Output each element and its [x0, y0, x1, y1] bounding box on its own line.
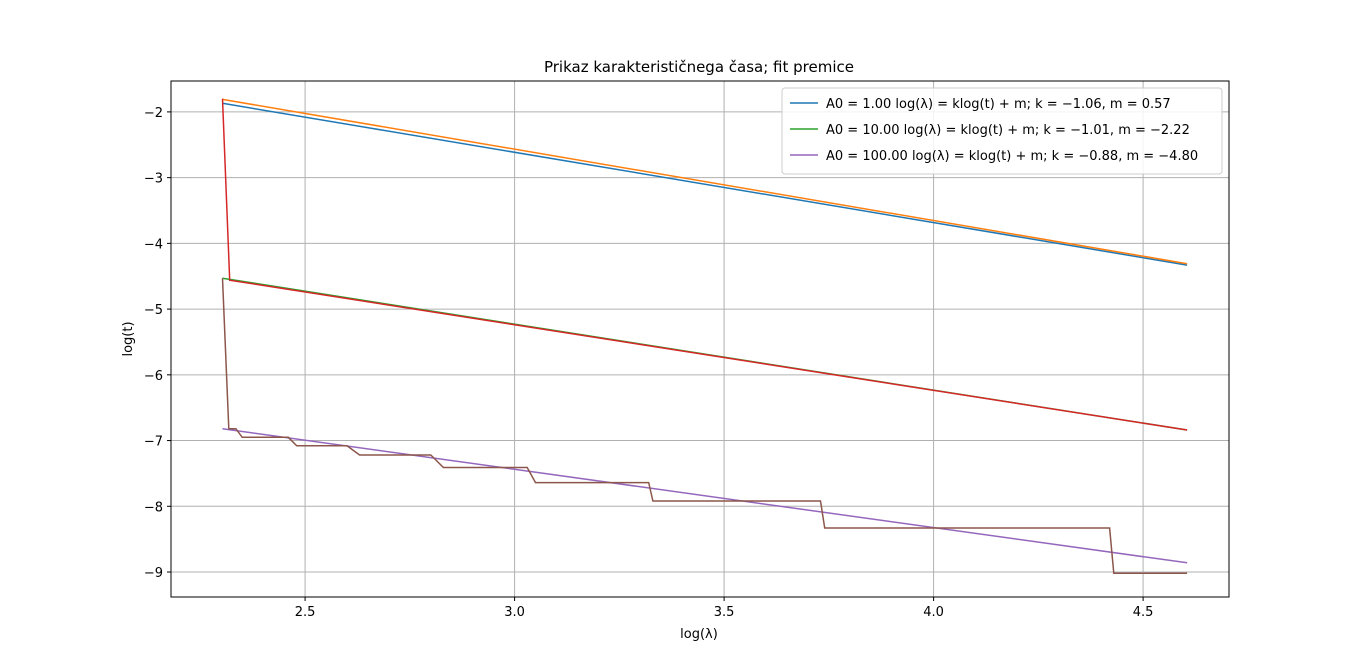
y-tick-label: −8	[144, 500, 163, 515]
y-tick-label: −3	[144, 172, 163, 187]
legend-entry: A0 = 1.00 log(λ) = klog(t) + m; k = −1.0…	[826, 97, 1171, 112]
x-tick-label: 3.5	[714, 605, 735, 620]
grid	[171, 81, 1229, 597]
y-tick-label: −7	[144, 435, 163, 450]
legend-box	[781, 87, 1223, 175]
legend-entry: A0 = 100.00 log(λ) = klog(t) + m; k = −0…	[826, 149, 1198, 164]
y-tick-label: −6	[144, 369, 163, 384]
y-axis: −2 −3 −4 −5 −6 −7 −8 −9	[144, 106, 171, 581]
y-tick-label: −4	[144, 237, 163, 252]
y-tick-label: −9	[144, 566, 163, 581]
legend-entry: A0 = 10.00 log(λ) = klog(t) + m; k = −1.…	[826, 123, 1190, 138]
plot-frame	[170, 80, 1230, 598]
series-line-3	[222, 427, 1188, 564]
x-tick-label: 4.5	[1133, 605, 1154, 620]
legend: A0 = 1.00 log(λ) = klog(t) + m; k = −1.0…	[781, 87, 1223, 175]
x-tick-label: 2.5	[295, 605, 316, 620]
y-axis-label: log(t)	[121, 321, 136, 356]
x-axis: 2.5 3.0 3.5 4.0 4.5	[295, 597, 1154, 620]
x-tick-label: 4.0	[923, 605, 944, 620]
series-line-5	[221, 98, 1188, 431]
y-tick-label: −5	[144, 303, 163, 318]
series-line-6	[221, 278, 1188, 575]
x-axis-label: log(λ)	[680, 627, 718, 642]
chart-title: Prikaz karakterističnega časa; fit premi…	[544, 58, 854, 76]
x-tick-label: 3.0	[504, 605, 525, 620]
series-line-4	[222, 98, 1188, 265]
series-line-1	[222, 102, 1188, 266]
y-tick-label: −2	[144, 106, 163, 121]
series-group	[221, 98, 1188, 575]
